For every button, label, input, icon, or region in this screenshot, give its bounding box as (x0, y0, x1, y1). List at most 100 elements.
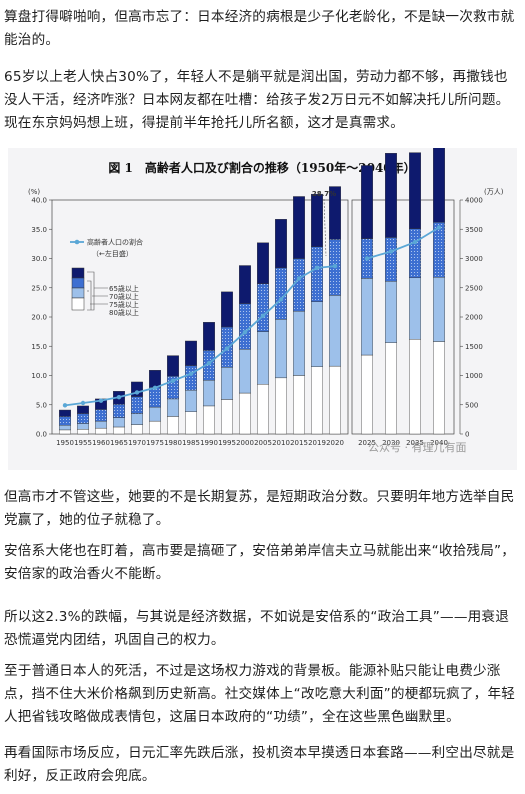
ratio-point-1950 (62, 403, 68, 408)
bar-80-plus-2025 (361, 354, 373, 435)
ratio-point-1965 (116, 394, 122, 400)
x-tick-2005: 2005 (254, 439, 272, 447)
ratio-point-2040 (436, 225, 442, 230)
right-tick-1000: 1000 (465, 372, 483, 380)
bar-70-74-2000 (239, 303, 251, 350)
ratio-point-2030 (388, 249, 394, 254)
bar-80-plus-2030 (385, 342, 397, 435)
left-tick-40.0: 40.0 (31, 197, 47, 205)
article-paragraph-2: 65岁以上老人快占30%了，年轻人不是躺平就是润出国，劳动力都不够，再撒钱也没人… (4, 69, 510, 131)
left-tick-35.0: 35.0 (31, 226, 47, 234)
right-tick-3000: 3000 (465, 255, 483, 263)
right-tick-500: 500 (465, 401, 478, 409)
ratio-point-1960 (98, 398, 104, 403)
x-tick-1965: 1965 (110, 439, 128, 447)
x-tick-1990: 1990 (200, 439, 218, 447)
x-tick-2040: 2040 (430, 439, 448, 447)
left-tick-15.0: 15.0 (31, 343, 47, 351)
legend-label-65: 65歳以上 (109, 284, 139, 293)
bar-70-74-2005 (257, 283, 269, 332)
bar-80-plus-1995 (221, 399, 233, 435)
x-tick-1955: 1955 (74, 439, 92, 447)
legend-bracket-70 (87, 280, 92, 310)
left-tick-20.0: 20.0 (31, 314, 47, 322)
bar-80-plus-2035 (409, 339, 421, 435)
ratio-point-2020 (332, 263, 338, 269)
bar-65-69-2019 (311, 193, 323, 248)
bar-75-79-1990 (203, 379, 215, 407)
article-paragraph-6: 至于普通日本人的死活，不过是这场权力游戏的背景板。能源补贴只能让电费少涨点，挡不… (4, 663, 516, 725)
bar-75-79-1950 (59, 425, 71, 431)
right-tick-4000: 4000 (465, 197, 483, 205)
x-tick-2000: 2000 (236, 439, 254, 447)
legend-label-80: 80歳以上 (109, 308, 139, 317)
bar-65-69-1950 (59, 409, 71, 417)
ratio-point-1970 (134, 390, 140, 395)
bar-75-79-1975 (149, 406, 161, 422)
bar-70-74-2035 (409, 228, 421, 279)
bar-80-plus-1970 (131, 424, 143, 435)
bar-80-plus-2000 (239, 392, 251, 435)
bar-80-plus-1975 (149, 420, 161, 435)
legend-bracket-65 (87, 271, 95, 311)
bar-75-79-2015 (293, 310, 305, 376)
bar-80-plus-1955 (77, 429, 89, 435)
chart-svg: 図 1 高齢者人口及び割合の推移（1950年～2040年） (%) (万人) 0… (28, 148, 504, 454)
left-tick-5.0: 5.0 (36, 401, 47, 409)
ratio-point-2005 (260, 313, 266, 319)
legend-swatch-70-74 (71, 277, 85, 289)
bar-65-69-1980 (167, 355, 179, 377)
bar-75-79-2030 (385, 281, 397, 343)
right-tick-2000: 2000 (465, 314, 483, 322)
bar-80-plus-1985 (185, 411, 197, 435)
bar-80-plus-2020 (329, 365, 341, 435)
legend-line-marker (74, 239, 80, 245)
bar-75-79-2025 (361, 278, 373, 356)
ratio-point-1980 (170, 378, 176, 383)
ratio-line-projection (366, 226, 440, 260)
bar-65-69-2035 (409, 152, 421, 229)
bar-70-74-1975 (149, 386, 161, 408)
article-paragraph-1: 算盘打得噼啪响，但高市忘了：日本经济的病根是少子化老龄化，不是缺一次救市就能治的… (4, 9, 515, 48)
bar-65-69-2005 (257, 242, 269, 284)
ratio-point-2000 (242, 330, 248, 335)
bar-75-79-1955 (77, 423, 89, 430)
bar-65-69-2020 (329, 186, 341, 240)
bar-70-74-2019 (311, 246, 323, 302)
bar-80-plus-2005 (257, 384, 269, 435)
left-axis-unit: (%) (28, 188, 40, 196)
right-tick-0: 0 (465, 431, 469, 439)
legend-swatch-65-69 (71, 267, 85, 279)
bar-65-69-2025 (361, 165, 373, 239)
chart-title: 図 1 高齢者人口及び割合の推移（1950年～2040年） (108, 160, 415, 175)
legend-label-75: 75歳以上 (109, 300, 139, 309)
ratio-point-2019 (314, 265, 320, 271)
ratio-point-2010 (278, 297, 284, 302)
bar-75-79-2010 (275, 319, 287, 379)
bar-65-69-2040 (433, 148, 445, 223)
bar-80-plus-1950 (59, 429, 71, 435)
bar-75-79-2020 (329, 295, 341, 367)
x-tick-2015: 2015 (290, 439, 308, 447)
bar-75-79-1960 (95, 420, 107, 429)
plot-frame-right (351, 199, 455, 435)
bar-80-plus-2040 (433, 341, 445, 435)
ratio-point-2025 (364, 256, 370, 261)
bar-75-79-2000 (239, 348, 251, 394)
right-tick-2500: 2500 (465, 284, 483, 292)
bar-65-69-2015 (293, 196, 305, 259)
right-axis-unit: (万人) (484, 188, 504, 196)
bar-70-74-1950 (59, 416, 71, 426)
ratio-point-2015 (296, 276, 302, 281)
left-tick-10.0: 10.0 (31, 372, 47, 380)
legend-label-70: 70歳以上 (109, 292, 139, 301)
legend-swatch-80-plus (71, 297, 85, 311)
ratio-annotation-pointer (323, 198, 327, 257)
ratio-point-1975 (152, 385, 158, 390)
ratio-point-1995 (224, 346, 230, 351)
article-paragraph-4: 安倍系大佬也在盯着，高市要是搞砸了，安倍弟弟岸信夫立马就能出来“收拾残局”，安倍… (4, 543, 516, 582)
x-tick-1995: 1995 (218, 439, 236, 447)
x-tick-1975: 1975 (146, 439, 164, 447)
article-paragraph-5: 所以这2.3%的跌幅，与其说是经济数据，不如说是安倍系的“政治工具”——用衰退恐… (4, 609, 510, 648)
x-tick-1985: 1985 (182, 439, 200, 447)
